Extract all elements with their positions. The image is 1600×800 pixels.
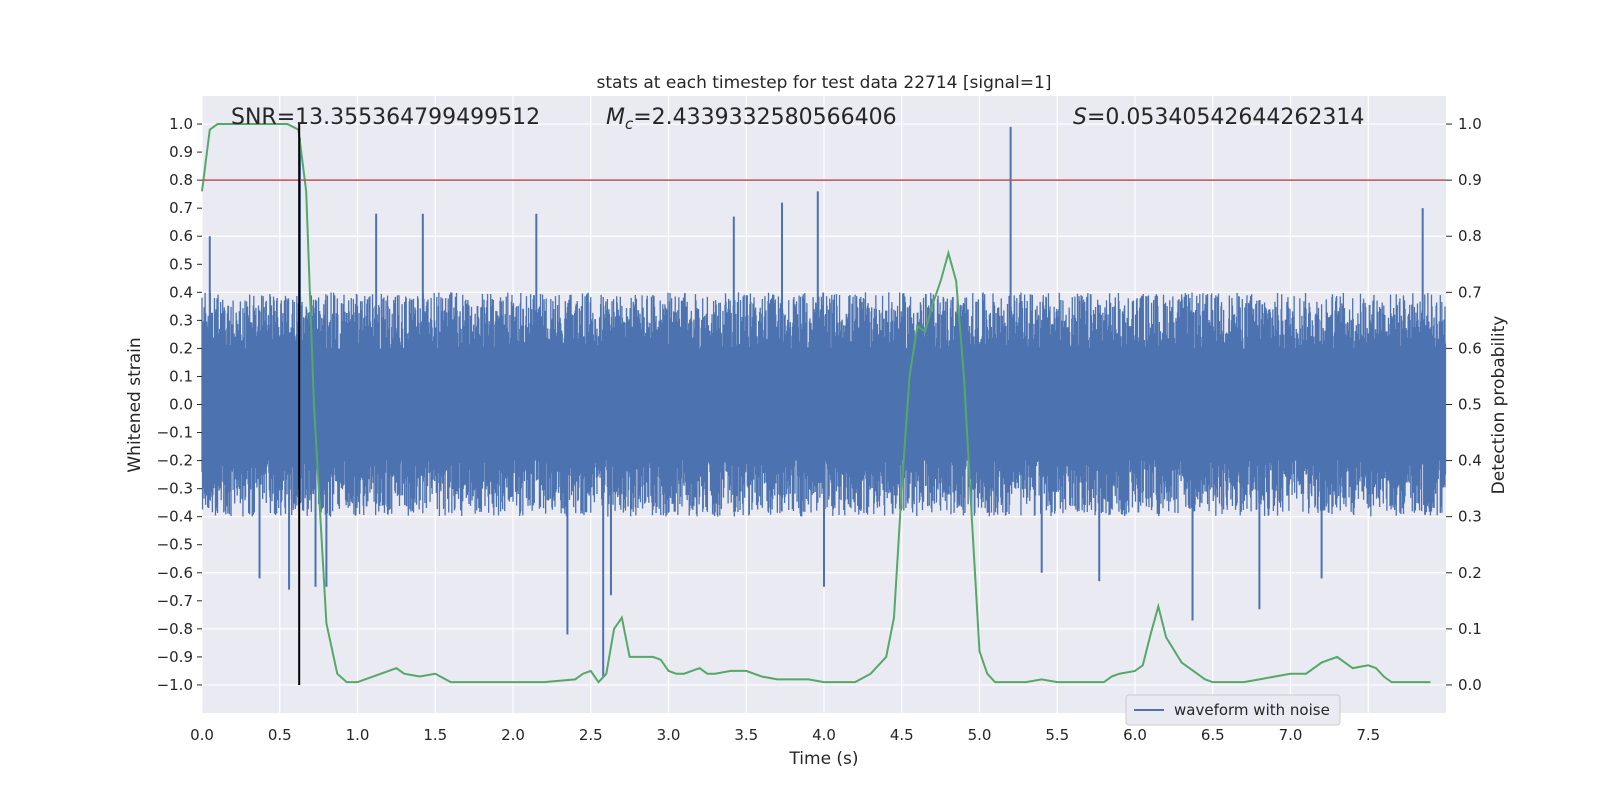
mc-symbol: M: [606, 105, 625, 130]
x-tick-label: 5.0: [968, 726, 992, 744]
left-tick-label: −1.0: [157, 676, 193, 694]
left-tick-label: −0.5: [157, 536, 193, 554]
x-tick-label: 3.5: [734, 726, 758, 744]
right-tick-label: 0.5: [1458, 396, 1482, 414]
right-tick-label: 0.9: [1458, 171, 1482, 189]
right-tick-label: 0.0: [1458, 676, 1482, 694]
chart-title: stats at each timestep for test data 227…: [597, 73, 1052, 93]
left-axis-ticks: 1.0 0.9 0.8 0.7 0.6 0.5 0.4 0.3 0.2 0.1 0.0 −0.1 −0.…: [157, 115, 202, 694]
x-tick-label: 6.5: [1201, 726, 1225, 744]
chirp-mass-annotation: Mc=2.4339332580566406: [606, 105, 897, 133]
x-tick-label: 1.5: [423, 726, 447, 744]
left-tick-label: 1.0: [169, 115, 193, 133]
right-tick-label: 0.7: [1458, 283, 1482, 301]
s-symbol: S: [1073, 105, 1087, 130]
x-tick-label: 5.5: [1045, 726, 1069, 744]
legend: waveform with noise: [1125, 694, 1341, 726]
left-tick-label: 0.9: [169, 143, 193, 161]
probability-line: [201, 123, 1431, 684]
right-tick-label: 0.6: [1458, 339, 1482, 357]
x-tick-label: 7.0: [1279, 726, 1303, 744]
x-tick-label: 1.0: [346, 726, 370, 744]
right-tick-label: 1.0: [1458, 115, 1482, 133]
left-tick-label: 0.4: [169, 283, 193, 301]
x-tick-label: 2.0: [501, 726, 525, 744]
x-tick-label: 6.0: [1123, 726, 1147, 744]
left-tick-label: 0.8: [169, 171, 193, 189]
right-tick-label: 0.2: [1458, 564, 1482, 582]
x-tick-label: 0.0: [190, 726, 214, 744]
right-tick-label: 0.8: [1458, 227, 1482, 245]
left-tick-label: 0.0: [169, 396, 193, 414]
right-tick-label: 0.4: [1458, 452, 1482, 470]
right-tick-label: 0.1: [1458, 620, 1482, 638]
mc-subscript: c: [625, 115, 634, 133]
waveform-series: [201, 126, 1447, 677]
left-tick-label: −0.4: [157, 508, 193, 526]
probability-series: [201, 123, 1431, 684]
x-tick-label: 2.5: [579, 726, 603, 744]
left-tick-label: −0.8: [157, 620, 193, 638]
left-tick-label: 0.5: [169, 255, 193, 273]
left-tick-label: −0.6: [157, 564, 193, 582]
legend-box: [1125, 694, 1341, 726]
left-axis-label: Whitened strain: [125, 337, 145, 472]
left-tick-label: 0.6: [169, 227, 193, 245]
left-tick-label: −0.3: [157, 480, 193, 498]
x-tick-label: 4.5: [890, 726, 914, 744]
mc-value: =2.4339332580566406: [633, 105, 896, 130]
left-tick-label: 0.2: [169, 339, 193, 357]
left-tick-label: 0.7: [169, 199, 193, 217]
x-tick-label: 3.0: [657, 726, 681, 744]
s-value: =0.05340542644262314: [1087, 105, 1364, 130]
s-annotation: S=0.05340542644262314: [1073, 105, 1364, 130]
x-tick-label: 0.5: [268, 726, 292, 744]
left-tick-label: 0.3: [169, 311, 193, 329]
x-axis-ticks: 0.0 0.5 1.0 1.5 2.0 2.5 3.0 3.5 4.0 4.5 5.0 5.5 6.0 6…: [190, 726, 1380, 744]
x-axis-label: Time (s): [788, 749, 858, 769]
left-tick-label: −0.9: [157, 648, 193, 666]
left-tick-label: −0.2: [157, 452, 193, 470]
x-tick-label: 7.5: [1356, 726, 1380, 744]
legend-label: waveform with noise: [1174, 701, 1330, 719]
reference-lines: [202, 124, 1446, 685]
left-tick-label: −0.1: [157, 424, 193, 442]
left-tick-label: 0.1: [169, 367, 193, 385]
snr-annotation: SNR=13.355364799499512: [231, 105, 540, 130]
right-axis-label: Detection probability: [1489, 316, 1509, 495]
right-axis-ticks: 1.0 0.9 0.8 0.7 0.6 0.5 0.4 0.3 0.2 0.1 0.0: [1446, 115, 1482, 694]
x-tick-label: 4.0: [812, 726, 836, 744]
right-tick-label: 0.3: [1458, 508, 1482, 526]
left-tick-label: −0.7: [157, 592, 193, 610]
